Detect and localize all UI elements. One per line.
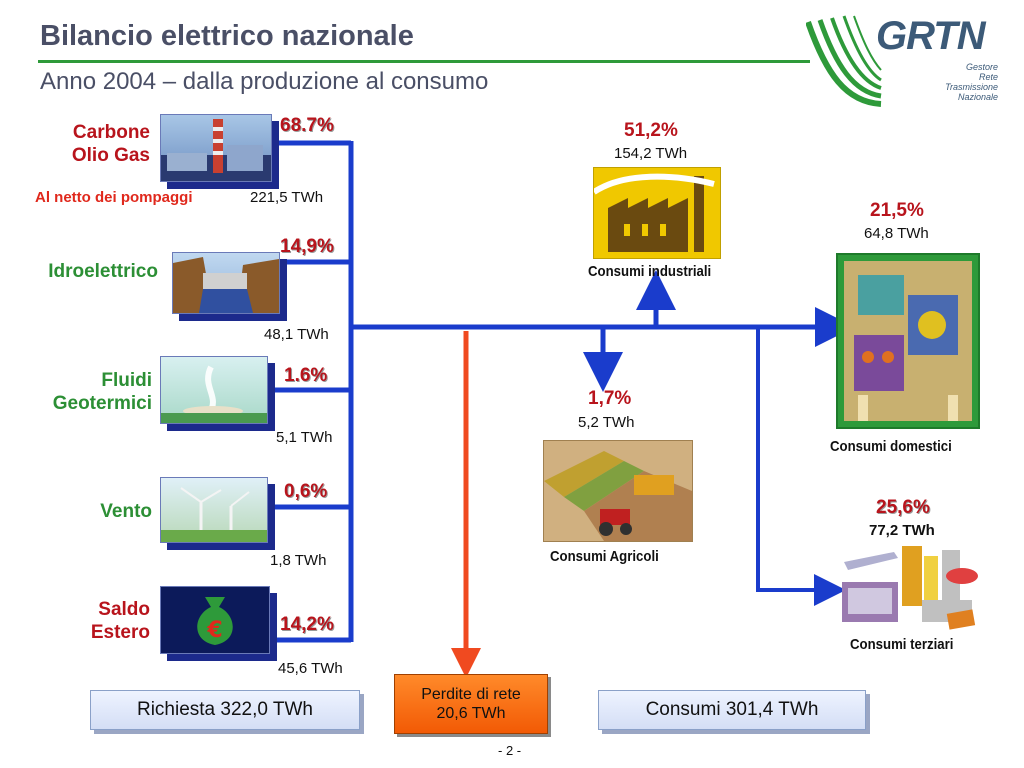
- dam-icon: [172, 252, 280, 314]
- source-connectors: [272, 140, 351, 643]
- logo-swoosh-icon: [806, 15, 882, 107]
- source-label-line1: Idroelettrico: [48, 261, 158, 282]
- source-label-carbone: Carbone Olio Gas: [40, 121, 150, 167]
- header-rule: [38, 60, 810, 63]
- geothermal-icon: [160, 356, 268, 424]
- consumer-twh-domestic: 64,8 TWh: [864, 225, 929, 242]
- source-label-line1: Vento: [100, 501, 152, 522]
- source-label-line2: Estero: [90, 622, 150, 643]
- source-twh-estero: 45,6 TWh: [278, 660, 343, 677]
- page-number: - 2 -: [498, 743, 522, 758]
- source-label-idro: Idroelettrico: [20, 260, 158, 283]
- flow-tertiary: [756, 327, 846, 606]
- euro-bag-icon: €: [160, 586, 270, 654]
- source-twh-idro: 48,1 TWh: [264, 326, 329, 343]
- source-label-line2: Olio Gas: [71, 145, 150, 166]
- factory-icon: [592, 167, 721, 259]
- svg-text:€: €: [206, 618, 222, 643]
- source-pct-estero: 14,2%: [280, 614, 334, 635]
- consumer-pct-tertiary: 25,6%: [876, 497, 930, 518]
- logo-line4: Nazionale: [957, 92, 998, 102]
- source-pct-geo: 1.6%: [284, 365, 328, 386]
- source-label-line1: Fluidi: [101, 370, 152, 391]
- losses-line1: Perdite di rete: [421, 686, 521, 703]
- consumer-label-agricultural: Consumi Agricoli: [550, 548, 659, 565]
- logo-name: GRTN: [876, 14, 986, 58]
- consumer-label-tertiary: Consumi terziari: [850, 636, 954, 653]
- consumer-pct-industrial: 51,2%: [624, 120, 678, 141]
- source-pct-vento: 0,6%: [284, 481, 328, 502]
- consumption-total-text: Consumi 301,4 TWh: [645, 699, 819, 720]
- page-title: Bilancio elettrico nazionale: [40, 20, 414, 52]
- logo-subtext: Gestore Rete Trasmissione Nazionale: [908, 62, 998, 102]
- source-label-estero: Saldo Estero: [40, 598, 150, 644]
- services-icon: [838, 542, 988, 634]
- demand-total-box: Richiesta 322,0 TWh: [90, 690, 360, 730]
- logo-line2: Rete: [978, 72, 998, 82]
- source-label-line1: Carbone: [72, 122, 150, 143]
- thermal-plant-icon: [160, 114, 272, 182]
- source-twh-geo: 5,1 TWh: [276, 429, 333, 446]
- page-subtitle: Anno 2004 – dalla produzione al consumo: [40, 68, 489, 95]
- consumer-twh-agricultural: 5,2 TWh: [578, 414, 635, 431]
- consumer-label-domestic: Consumi domestici: [830, 438, 952, 455]
- consumer-label-industrial: Consumi industriali: [588, 263, 712, 280]
- household-icon: [836, 253, 980, 429]
- source-label-line1: Saldo: [98, 599, 150, 620]
- demand-total-text: Richiesta 322,0 TWh: [136, 699, 313, 720]
- source-label-vento: Vento: [40, 500, 152, 523]
- consumer-pct-agricultural: 1,7%: [588, 388, 632, 409]
- source-label-line2: Geotermici: [52, 393, 152, 414]
- grtn-logo: GRTN Gestore Rete Trasmissione Nazionale: [806, 14, 1006, 109]
- consumption-total-box: Consumi 301,4 TWh: [598, 690, 866, 730]
- logo-line3: Trasmissione: [945, 82, 998, 92]
- source-twh-vento: 1,8 TWh: [270, 552, 327, 569]
- source-pct-idro: 14,9%: [280, 236, 334, 257]
- consumer-twh-tertiary: 77,2 TWh: [869, 522, 935, 539]
- losses-line2: 20,6 TWh: [436, 705, 506, 722]
- source-label-geo: Fluidi Geotermici: [20, 369, 152, 415]
- source-twh-carbone: 221,5 TWh: [250, 189, 324, 206]
- source-note-pompaggi: Al netto dei pompaggi: [35, 189, 193, 206]
- consumer-twh-industrial: 154,2 TWh: [614, 145, 688, 162]
- losses-box: Perdite di rete 20,6 TWh: [394, 674, 548, 734]
- tractor-icon: [543, 440, 693, 542]
- wind-turbine-icon: [160, 477, 268, 543]
- consumer-pct-domestic: 21,5%: [870, 200, 924, 221]
- logo-line1: Gestore: [965, 62, 998, 72]
- source-pct-carbone: 68.7%: [280, 115, 334, 136]
